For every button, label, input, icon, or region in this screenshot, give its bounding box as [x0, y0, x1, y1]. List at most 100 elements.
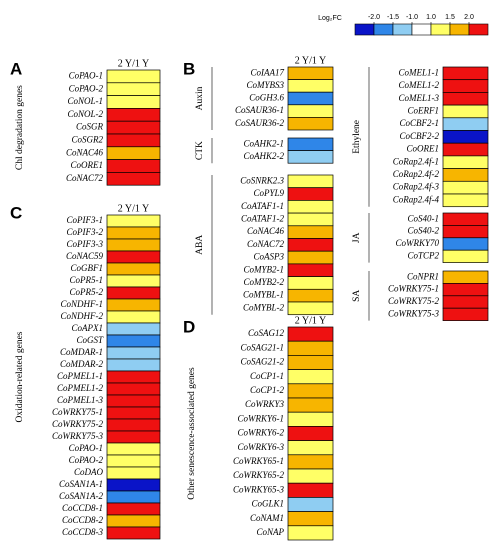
heat-cell — [106, 108, 161, 122]
gene-label: CoORE1 — [407, 144, 440, 154]
gene-label: CoDAO — [74, 467, 104, 477]
gene-label: CoGLK1 — [251, 499, 284, 509]
gene-label: CoPIF3-1 — [67, 215, 104, 225]
gene-label: CoGST — [76, 335, 104, 345]
heat-cell — [287, 301, 334, 316]
gene-label: CoWRKY70 — [395, 238, 439, 248]
heat-cell — [442, 270, 489, 284]
gene-label: CoSAN1A-2 — [59, 491, 103, 501]
heat-cell — [106, 322, 161, 336]
heat-cell — [287, 369, 334, 385]
heat-cell — [106, 526, 161, 540]
heat-cell — [106, 346, 161, 360]
heat-cell — [287, 137, 334, 151]
gene-label: CoPMEL1-1 — [57, 371, 103, 381]
heat-cell — [106, 298, 161, 312]
gene-label: CoWRKY75-3 — [52, 431, 104, 441]
gene-label: CoERF1 — [408, 106, 440, 116]
heat-cell — [106, 442, 161, 456]
legend-tick-label: -2.0 — [368, 14, 380, 21]
group-label: JA — [352, 232, 362, 243]
heat-cell — [287, 104, 334, 118]
gene-label: CoWRKY6-1 — [237, 413, 284, 423]
gene-label: CoMEL1-1 — [399, 67, 440, 77]
legend-tick-label: 1.0 — [426, 14, 436, 21]
legend-swatch — [392, 23, 413, 36]
heat-cell — [106, 214, 161, 228]
heat-cell — [442, 193, 489, 208]
column-header: 2 Y/1 Y — [295, 55, 326, 66]
heat-cell — [287, 326, 334, 342]
heat-cell — [442, 307, 489, 321]
heat-cell — [106, 478, 161, 492]
gene-label: CoPIF3-2 — [67, 227, 104, 237]
panel-letter: D — [183, 317, 195, 336]
gene-label: CoCBF2-2 — [400, 131, 440, 141]
gene-label: CoSAG21-2 — [241, 357, 285, 367]
gene-label: CoPAO-2 — [69, 455, 104, 465]
heat-cell — [287, 66, 334, 80]
heat-cell — [287, 250, 334, 265]
heat-cell — [106, 274, 161, 288]
heat-cell — [106, 120, 161, 135]
gene-label: CoSAUR36-2 — [235, 118, 284, 128]
gene-label: CoRap2.4f-4 — [393, 194, 440, 204]
heat-cell — [106, 159, 161, 173]
gene-label: CoMYBS3 — [246, 80, 284, 90]
gene-label: CoMEL1-3 — [399, 93, 440, 103]
gene-label: CoNDHF-1 — [61, 299, 104, 309]
gene-label: CoWRKY6-2 — [237, 428, 284, 438]
heat-cell — [442, 249, 489, 263]
legend-tick-label: -1.5 — [387, 14, 399, 21]
legend-tick-label: -1.0 — [406, 14, 418, 21]
heat-cell — [106, 370, 161, 384]
heat-cell — [287, 340, 334, 356]
heat-cell — [106, 334, 161, 348]
gene-label: CoAHK2-1 — [244, 138, 285, 148]
heat-cell — [442, 225, 489, 239]
heat-cell — [442, 212, 489, 226]
gene-label: CoMDAR-2 — [60, 359, 103, 369]
heat-cell — [287, 187, 334, 201]
heat-cell — [287, 276, 334, 290]
gene-label: CoRap2.4f-3 — [393, 182, 440, 192]
column-header: 2 Y/1 Y — [118, 203, 149, 214]
gene-label: CoS40-2 — [408, 226, 440, 236]
gene-label: CoMYB2-2 — [244, 277, 285, 287]
gene-label: CoCCD8-2 — [62, 515, 104, 525]
gene-label: CoCBF2-1 — [400, 118, 440, 128]
gene-label: CoPIF3-3 — [67, 239, 104, 249]
heat-cell — [442, 66, 489, 81]
gene-label: CoWRKY75-3 — [388, 308, 440, 318]
gene-label: CoNAC46 — [66, 147, 104, 157]
gene-label: CoNDHF-2 — [61, 311, 104, 321]
heat-cell — [287, 200, 334, 214]
legend-swatch — [449, 23, 470, 36]
gene-label: CoWRKY75-2 — [52, 419, 104, 429]
gene-label: CoMEL1-2 — [399, 80, 440, 90]
group-label: SA — [352, 290, 362, 302]
heat-cell — [106, 418, 161, 432]
gene-label: CoMYB2-1 — [244, 264, 285, 274]
heat-cell — [287, 454, 334, 470]
gene-label: CoAPX1 — [72, 323, 104, 333]
heat-cell — [106, 490, 161, 504]
heat-cell — [287, 117, 334, 131]
column-header: 2 Y/1 Y — [295, 315, 326, 326]
gene-label: CoGH3.6 — [249, 93, 284, 103]
group-label: Chl degradation genes — [15, 85, 25, 170]
heat-cell — [106, 514, 161, 528]
column-header: 2 Y/1 Y — [118, 58, 149, 69]
gene-label: CoATAF1-1 — [241, 201, 284, 211]
heat-cell — [287, 174, 334, 189]
heat-cell — [106, 95, 161, 109]
heat-cell — [106, 358, 161, 372]
gene-label: CoSAG12 — [248, 328, 285, 338]
heat-cell — [287, 482, 334, 498]
legend-swatch — [354, 23, 375, 36]
heat-cell — [287, 238, 334, 252]
heat-cell — [106, 394, 161, 408]
heat-cell — [287, 79, 334, 93]
heat-cell — [442, 283, 489, 297]
gene-label: CoRap2.4f-1 — [393, 156, 439, 166]
